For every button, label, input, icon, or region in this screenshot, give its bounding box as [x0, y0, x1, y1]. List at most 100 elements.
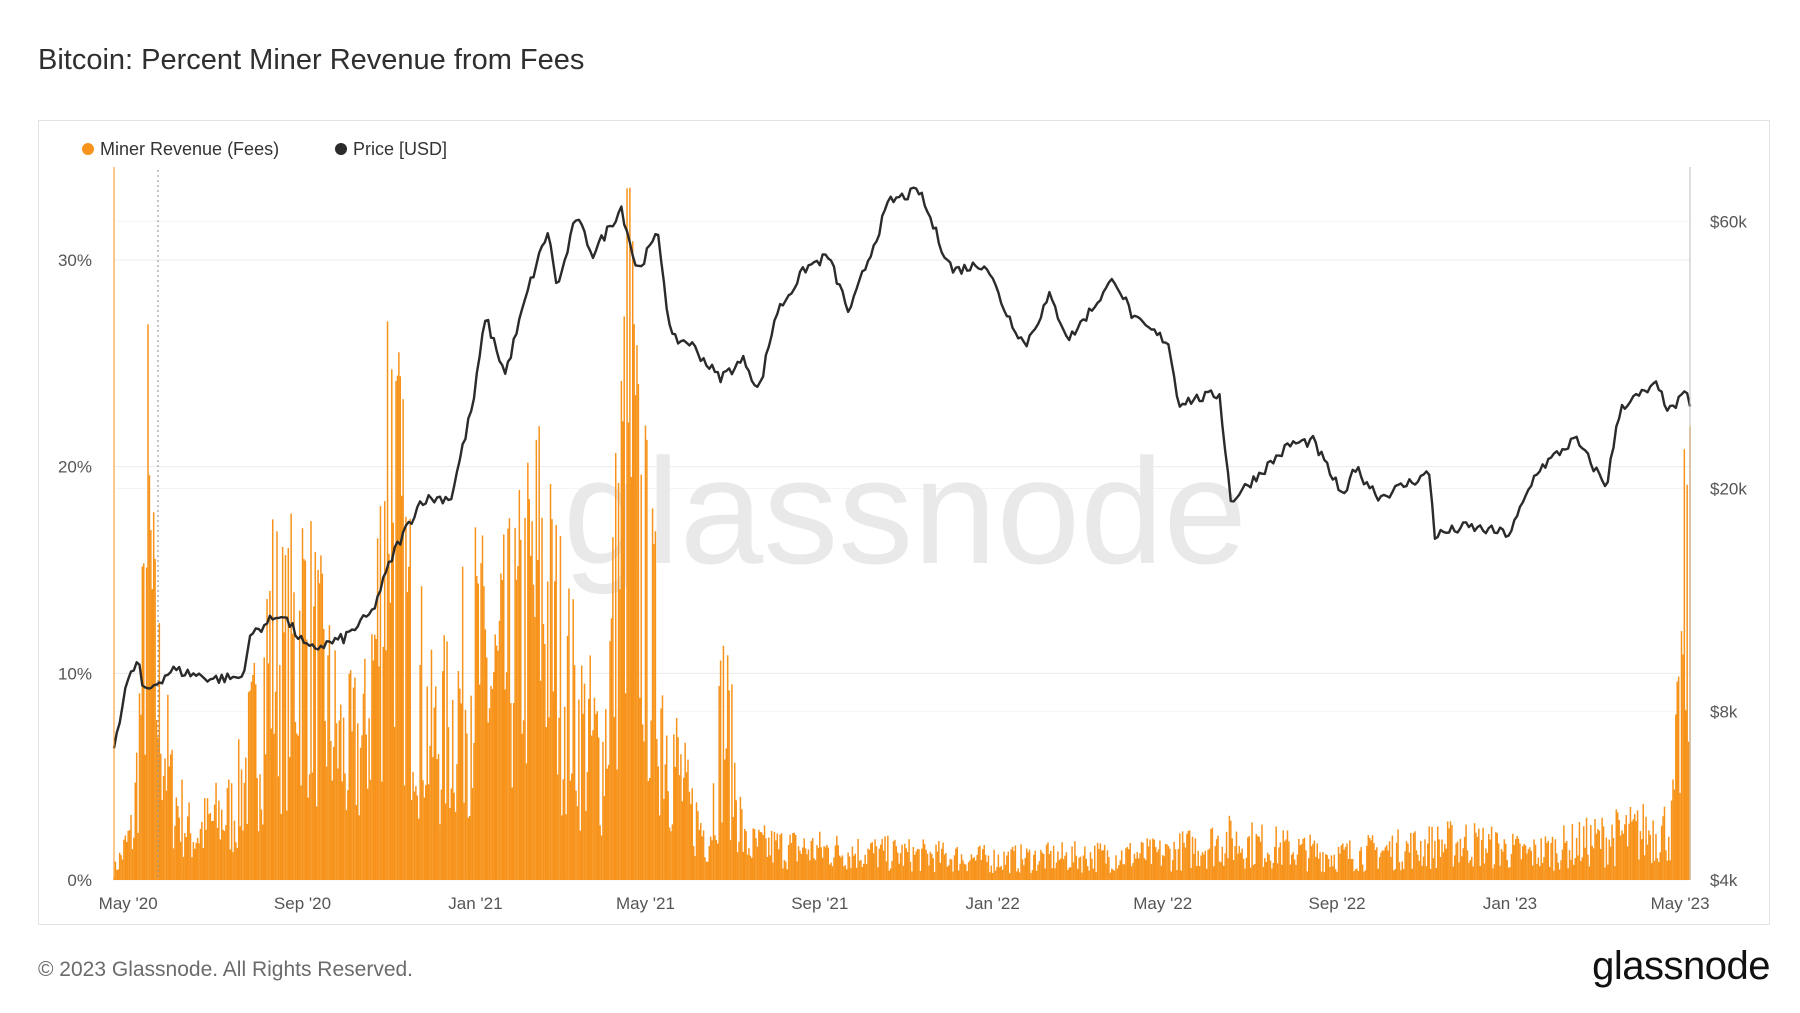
fee-bar [1150, 863, 1153, 880]
fee-bar [660, 708, 662, 880]
fee-bar [1390, 857, 1392, 880]
fee-bar [410, 799, 413, 880]
fee-bar [833, 857, 835, 880]
fee-bar [1044, 868, 1046, 880]
fee-bar [742, 851, 745, 880]
fee-bar [843, 866, 845, 880]
fee-bar [1281, 864, 1283, 880]
fee-bar [745, 831, 747, 880]
fee-bar [127, 831, 129, 880]
fee-bar [1194, 838, 1197, 880]
fee-bar [722, 645, 725, 880]
fee-bar [1115, 855, 1117, 880]
fee-bar [743, 828, 746, 880]
fee-bar [1231, 838, 1233, 880]
fee-bar [640, 474, 642, 880]
fee-bar [1626, 846, 1629, 880]
fee-bar [911, 871, 913, 880]
fee-bar [612, 537, 614, 880]
fee-bar [728, 690, 730, 880]
legend-dot-fees [82, 143, 94, 155]
fee-bar [293, 592, 295, 880]
fee-bar [1621, 830, 1623, 880]
fee-bar [918, 849, 920, 880]
fee-bar [429, 745, 431, 880]
fee-bar [1493, 864, 1496, 880]
fee-bar [1677, 676, 1680, 880]
fee-bar [858, 860, 861, 880]
fee-bar [1435, 867, 1438, 880]
watermark: glassnode [563, 427, 1247, 595]
fee-bar [1130, 866, 1133, 880]
fee-bar [592, 730, 594, 880]
chart-title: Bitcoin: Percent Miner Revenue from Fees [38, 44, 585, 76]
fee-bar [484, 629, 487, 880]
fee-bar [997, 854, 1000, 880]
fee-bar [308, 774, 311, 880]
fee-bar [1249, 867, 1252, 880]
fee-bar [500, 573, 502, 880]
fee-bar [1461, 856, 1463, 880]
fee-bar [470, 695, 472, 880]
fee-bar [802, 847, 804, 880]
fee-bar [471, 788, 474, 880]
legend-item-price[interactable]: Price [USD] [335, 139, 447, 159]
fee-bar [692, 846, 695, 880]
fee-bar [548, 717, 550, 880]
fee-bar [556, 774, 559, 880]
fee-bar [222, 829, 224, 880]
fee-bar [1149, 839, 1151, 880]
fee-bar [884, 836, 886, 880]
fee-bar [1463, 836, 1466, 880]
fee-bar [361, 735, 363, 880]
fee-bar [1645, 816, 1647, 880]
fee-bar [840, 857, 842, 880]
fee-bar [1499, 865, 1501, 880]
fee-bar [1072, 862, 1075, 880]
fee-bar [1554, 839, 1557, 880]
fee-bar [1035, 870, 1038, 880]
fee-bar [154, 558, 156, 880]
legend[interactable]: Miner Revenue (Fees) Price [USD] [82, 139, 447, 159]
fee-bar [867, 848, 869, 880]
fee-bar [1370, 840, 1372, 880]
fee-bar [950, 859, 953, 880]
glassnode-logo[interactable]: glassnode [1592, 944, 1770, 988]
fee-bar [1047, 842, 1049, 880]
fee-bar [233, 820, 236, 880]
fee-bar [1514, 839, 1517, 880]
fee-bar [1086, 866, 1089, 880]
fee-bar [1377, 868, 1379, 880]
fee-bar [274, 691, 277, 880]
fee-bar [589, 655, 591, 880]
fee-bar [948, 865, 950, 880]
legend-item-fees[interactable]: Miner Revenue (Fees) [82, 139, 279, 159]
fee-bar [790, 842, 793, 880]
fee-bar [1655, 833, 1657, 880]
fee-bar [793, 832, 796, 880]
fee-bar [298, 610, 301, 880]
fee-bar [1441, 839, 1443, 880]
fee-bar [1445, 848, 1447, 880]
fee-bar [1432, 858, 1435, 880]
fee-bar [440, 789, 443, 880]
fee-bar [433, 707, 436, 880]
fee-bar [1085, 858, 1087, 880]
fee-bar [862, 863, 865, 880]
fee-bar [1317, 858, 1320, 880]
fee-bar [714, 835, 716, 880]
fee-bar [953, 855, 956, 880]
fee-bar [1339, 853, 1341, 880]
fee-bar [678, 775, 681, 880]
fee-bar [1220, 862, 1222, 880]
fee-bar [152, 512, 155, 880]
fee-bar [393, 726, 396, 880]
fee-bar [189, 833, 192, 880]
fee-bar [1686, 484, 1688, 880]
fee-bar [477, 583, 479, 880]
fee-bar [169, 754, 172, 880]
fee-bar [399, 376, 402, 880]
fee-bar [1574, 858, 1576, 880]
fee-bar [1573, 864, 1575, 880]
fee-bar [820, 847, 822, 880]
